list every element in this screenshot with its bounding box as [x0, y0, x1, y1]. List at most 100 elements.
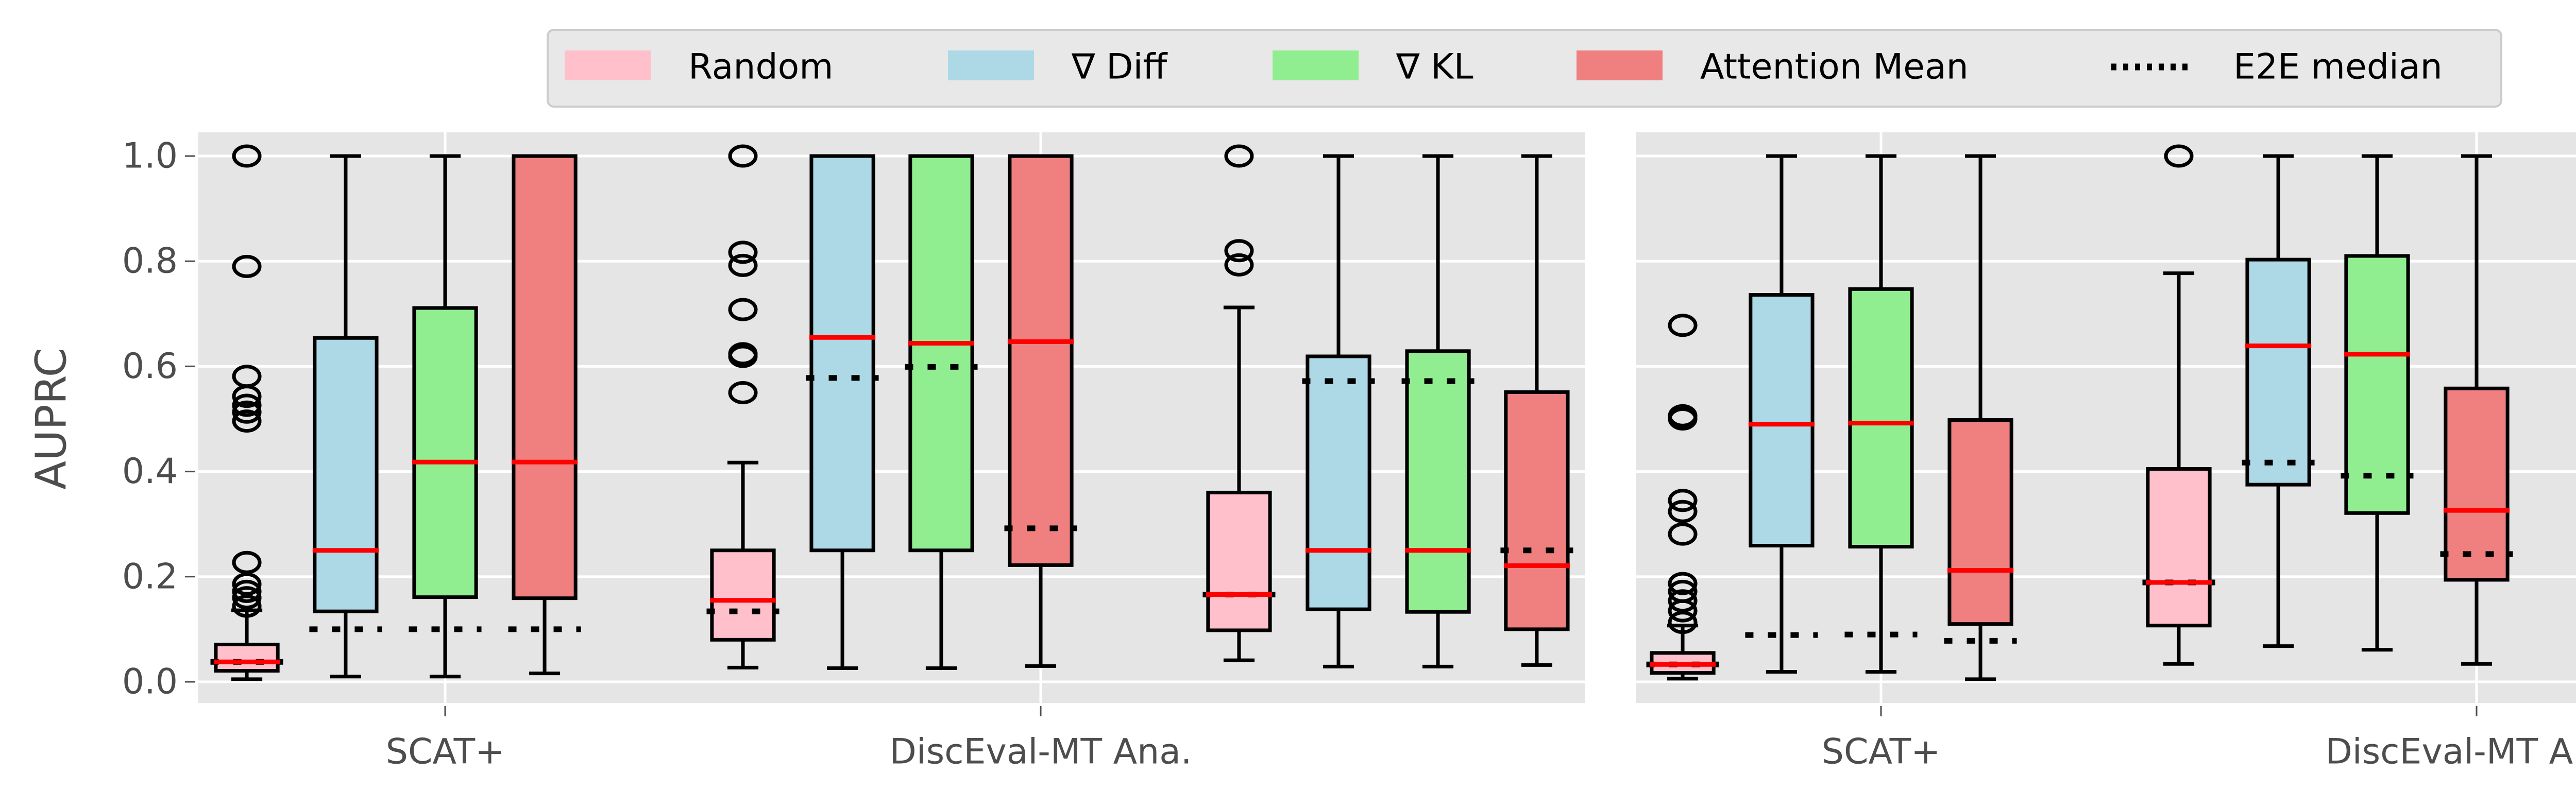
box-iqr — [2344, 254, 2410, 515]
x-tick-label: DiscEval-MT Ana. — [889, 732, 1192, 772]
box-iqr — [1206, 490, 1272, 632]
outlier-point — [728, 253, 758, 277]
y-tick-label: 0.0 — [122, 662, 178, 702]
box-iqr — [908, 154, 974, 553]
outlier-point — [1668, 611, 1698, 634]
box-attention-mean — [508, 154, 581, 676]
outlier-point — [232, 572, 262, 596]
legend-item: Attention Mean — [1577, 47, 1969, 88]
y-tick-label: 0.8 — [122, 241, 178, 282]
legend-label: E2E median — [2233, 47, 2443, 88]
box-attention-mean — [1944, 154, 2017, 681]
x-tick-label: SCAT+ — [1822, 732, 1940, 772]
box-iqr — [1008, 154, 1074, 567]
plot-background — [198, 132, 1585, 703]
outlier-point — [232, 551, 262, 574]
y-tick-label: 0.4 — [122, 451, 178, 492]
box-diff — [1745, 154, 1818, 674]
legend-swatch — [1273, 50, 1359, 80]
box-iqr — [1504, 390, 1570, 631]
box-kl — [409, 154, 482, 679]
box-iqr — [2444, 386, 2510, 582]
outlier-point — [232, 409, 262, 433]
outlier-point — [1668, 314, 1698, 337]
box-kl — [1844, 154, 1918, 674]
outlier-point — [232, 579, 262, 603]
outlier-point — [232, 254, 262, 278]
y-tick-label: 0.2 — [122, 556, 178, 597]
box-iqr — [1749, 293, 1815, 548]
panel-right: SCAT+ DiscEval-MT Ana. — [1636, 132, 2576, 772]
box-diff — [1302, 154, 1375, 668]
outlier-point — [232, 586, 262, 610]
legend-item: ∇ KL — [1273, 47, 1473, 88]
box-random — [210, 144, 283, 681]
outlier-point — [232, 385, 262, 408]
outlier-point — [728, 381, 758, 404]
outlier-point — [728, 144, 758, 168]
outlier-point — [232, 393, 262, 417]
box-diff — [806, 154, 879, 670]
box-iqr — [214, 643, 280, 673]
x-tick-label: DiscEval-MT Ana. — [2325, 732, 2576, 772]
box-iqr — [313, 336, 379, 613]
legend-swatch — [565, 50, 651, 80]
outlier-point — [1224, 253, 1254, 277]
outlier-point — [1668, 589, 1698, 613]
box-iqr — [2146, 467, 2212, 628]
legend-label: Random — [688, 47, 834, 88]
legend-item: ∇ Diff — [948, 47, 1168, 88]
box-iqr — [512, 154, 578, 600]
box-attention-mean — [1500, 154, 1573, 667]
box-attention-mean — [2440, 154, 2513, 666]
box-diff — [2242, 154, 2315, 648]
box-iqr — [2245, 257, 2311, 487]
legend-label: ∇ Diff — [1071, 47, 1168, 88]
box-iqr — [1405, 349, 1471, 614]
x-tick-label: SCAT+ — [386, 732, 504, 772]
box-kl — [2341, 154, 2414, 652]
box-random — [1202, 144, 1276, 662]
box-random — [1646, 314, 1719, 681]
legend-swatch — [1577, 50, 1663, 80]
outlier-point — [728, 345, 758, 368]
outlier-point — [1668, 500, 1698, 523]
legend-label: Attention Mean — [1700, 47, 1969, 88]
y-tick-label: 0.6 — [122, 346, 178, 387]
outlier-point — [2164, 144, 2194, 168]
box-random — [2142, 144, 2215, 666]
outlier-point — [1668, 407, 1698, 431]
outlier-point — [728, 298, 758, 321]
legend-swatch — [948, 50, 1034, 80]
legend: Random ∇ Diff ∇ KL Attention Mean E2E median — [547, 29, 2502, 108]
panel-left: 0.0 0.2 0.4 0.6 0.8 1.0 SCAT+ DiscEval-MT Ana. — [122, 132, 1585, 772]
box-iqr — [1306, 354, 1371, 611]
outlier-point — [1224, 144, 1254, 168]
outlier-point — [1668, 522, 1698, 546]
outlier-point — [1224, 239, 1254, 263]
outlier-point — [1668, 599, 1698, 623]
box-iqr — [1947, 418, 2013, 626]
legend-item: E2E median — [2111, 47, 2443, 88]
outlier-point — [728, 240, 758, 264]
legend-frame — [547, 29, 2502, 108]
box-diff — [309, 154, 382, 679]
outlier-point — [1668, 489, 1698, 512]
box-kl — [905, 154, 978, 670]
outlier-point — [1668, 572, 1698, 595]
box-iqr — [412, 306, 478, 599]
legend-label: ∇ KL — [1396, 47, 1473, 88]
box-iqr — [710, 548, 776, 642]
y-tick-label: 1.0 — [122, 136, 178, 177]
box-random — [706, 144, 779, 669]
outlier-point — [232, 144, 262, 168]
outlier-point — [232, 594, 262, 618]
legend-item: Random — [565, 47, 834, 88]
box-iqr — [1848, 287, 1914, 549]
outlier-point — [232, 400, 262, 424]
box-attention-mean — [1004, 154, 1077, 668]
y-axis-label: AUPRC — [27, 348, 76, 490]
box-kl — [1401, 154, 1475, 668]
box-iqr — [809, 154, 875, 553]
